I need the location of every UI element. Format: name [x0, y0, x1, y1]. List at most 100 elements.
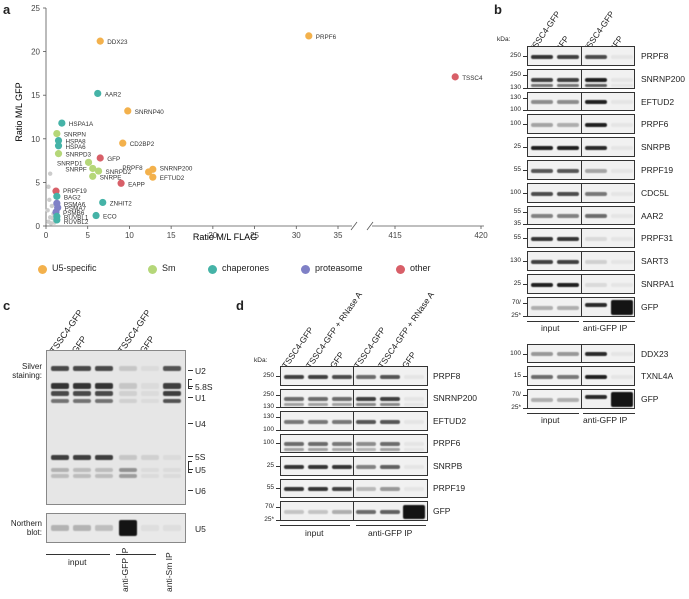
band	[585, 83, 607, 87]
rna-label: 5.8S	[195, 382, 213, 392]
kda-tick	[276, 407, 280, 408]
kda-tick	[523, 395, 527, 396]
band	[51, 525, 69, 531]
blot-cdc5l	[527, 182, 635, 203]
panel-label-a: a	[3, 2, 11, 17]
chart-legend: U5-specific Sm chaperones proteasome other	[38, 263, 488, 277]
band	[356, 510, 376, 514]
band	[585, 146, 607, 151]
band	[95, 391, 113, 396]
kda-tick	[276, 394, 280, 396]
rna-tick	[188, 456, 193, 457]
blot-label: PRPF19	[641, 164, 674, 175]
group-label-input: input	[541, 415, 560, 425]
band	[73, 468, 91, 472]
kda-marker: 100	[263, 425, 274, 433]
band	[404, 397, 424, 402]
band	[380, 442, 400, 447]
kda-marker: 130	[510, 257, 521, 265]
band	[284, 448, 304, 452]
group-line	[116, 554, 156, 555]
band	[332, 448, 352, 452]
blot-label: PRPF19	[433, 483, 466, 494]
group-label-ip: anti-GFP IP	[368, 527, 413, 538]
band	[73, 525, 91, 531]
band	[356, 448, 376, 452]
band	[611, 214, 633, 219]
band	[611, 123, 633, 128]
band	[557, 77, 579, 82]
rna-label: 5S	[195, 452, 206, 462]
kda-tick	[523, 283, 527, 285]
x-tick-label: 420	[474, 231, 488, 240]
point-label: SNRNP200	[160, 165, 193, 172]
rna-label: U4	[195, 419, 206, 429]
kda-marker: 250	[263, 390, 274, 398]
blot-divider	[353, 479, 354, 497]
band	[332, 403, 352, 407]
blot-eftud2	[527, 91, 635, 112]
blot-label: SART3	[641, 256, 669, 267]
blot-label: PRPF6	[641, 119, 669, 130]
point-label: PSMB6	[63, 210, 85, 217]
band	[380, 374, 400, 379]
kda-marker: 55	[513, 165, 521, 173]
legend-swatch	[301, 265, 310, 274]
band	[585, 282, 607, 287]
blot-divider	[581, 47, 582, 65]
x-tick-label: 30	[292, 231, 301, 240]
legend-label: chaperones	[222, 263, 270, 273]
kda-tick	[523, 124, 527, 125]
band	[404, 464, 424, 469]
point-label: CD2BP2	[130, 141, 155, 148]
point-label: EAPP	[128, 181, 145, 188]
band	[163, 366, 181, 371]
blot-divider	[581, 183, 582, 202]
bracket	[188, 379, 192, 389]
band	[141, 455, 159, 460]
band	[557, 123, 579, 128]
band	[557, 214, 579, 219]
point-label: HSPA8	[66, 139, 87, 146]
point-label: GFP	[107, 156, 120, 163]
point-label: PRPF6	[316, 34, 337, 41]
blot-divider	[581, 275, 582, 293]
blot-snrpa1	[527, 274, 635, 294]
kda-marker: 250	[510, 51, 521, 59]
point-cd2bp2	[119, 139, 127, 147]
blot-label: GFP	[641, 301, 659, 312]
point-snrnp40	[124, 107, 132, 115]
x-tick-label: 415	[388, 231, 402, 240]
band	[332, 419, 352, 424]
band	[95, 468, 113, 472]
point-prpf6	[305, 32, 313, 40]
band	[141, 525, 159, 531]
band	[585, 395, 607, 400]
kda-tick	[523, 147, 527, 148]
band	[95, 455, 113, 460]
side-label: blot:	[26, 528, 42, 537]
point-snrnp200	[149, 165, 157, 173]
kda-tick	[523, 408, 527, 409]
band	[611, 100, 633, 105]
band	[404, 442, 424, 447]
side-label: staining:	[12, 371, 42, 380]
kda-tick	[276, 465, 280, 467]
blot-label: GFP	[641, 394, 659, 405]
scatter-points: PRPF6DDX23TSSC4AAR2SNRNP40HSPA1ASNRPNHSP…	[45, 32, 483, 226]
point-hspa1a	[58, 119, 66, 127]
point-znhit2	[99, 198, 107, 207]
group-label-input: input	[305, 527, 324, 538]
band	[611, 146, 633, 151]
kda-marker: 25	[513, 279, 521, 287]
band	[163, 468, 181, 472]
kda-tick	[523, 376, 527, 377]
blot-snrpb	[527, 137, 635, 157]
point-label: PSMA6	[64, 201, 86, 208]
blot-label: GFP	[433, 505, 451, 516]
blot-sart3	[527, 251, 635, 271]
kda-marker: 25*	[511, 404, 521, 411]
band	[95, 383, 113, 389]
rna-label: U2	[195, 366, 206, 376]
band	[119, 474, 137, 478]
